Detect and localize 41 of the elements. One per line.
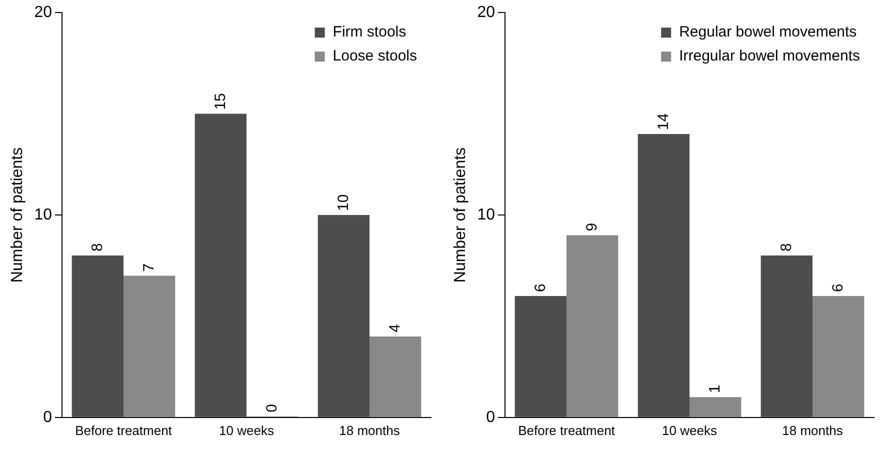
bar: [690, 397, 742, 417]
data-label: 1: [706, 384, 724, 394]
legend-label: Firm stools: [332, 24, 406, 41]
data-label: 7: [140, 263, 158, 272]
data-label: 9: [583, 222, 600, 232]
y-tick-label: 20: [34, 4, 52, 22]
x-tick-label: 10 weeks: [662, 422, 718, 438]
y-tick-label: 10: [34, 206, 52, 224]
bar: [760, 255, 812, 417]
legend-label: Regular bowel movements: [679, 24, 857, 41]
y-tick-label: 0: [486, 408, 496, 426]
y-axis-title: Number of patients: [9, 147, 26, 283]
data-label: 4: [386, 324, 404, 332]
y-tick-label: 0: [43, 408, 52, 426]
bar: [370, 336, 422, 417]
data-label: 8: [778, 243, 795, 252]
bar: [638, 134, 690, 417]
x-tick-label: Before treatment: [518, 422, 616, 438]
data-label: 6: [532, 284, 549, 292]
data-label: 14: [654, 113, 672, 130]
x-tick-label: 18 months: [339, 422, 400, 438]
data-label: 10: [334, 194, 352, 211]
bar: [194, 114, 246, 417]
x-tick-label: 18 months: [782, 422, 844, 438]
bar: [514, 296, 566, 417]
x-tick-label: Before treatment: [75, 422, 172, 438]
data-label: 8: [88, 243, 106, 252]
x-tick-label: 10 weeks: [219, 422, 274, 438]
bar: [318, 215, 370, 417]
y-tick-label: 10: [477, 206, 496, 224]
data-label: 15: [212, 93, 229, 110]
y-tick-label: 20: [477, 4, 496, 22]
bar: [812, 296, 864, 417]
bar: [566, 235, 618, 417]
legend-label: Loose stools: [332, 48, 418, 65]
bar: [124, 276, 176, 417]
data-label: 6: [829, 284, 846, 292]
y-axis-title: Number of patients: [452, 147, 470, 283]
data-label: 0: [263, 404, 280, 412]
legend-label: Irregular bowel movements: [679, 48, 860, 65]
bar: [72, 255, 124, 417]
